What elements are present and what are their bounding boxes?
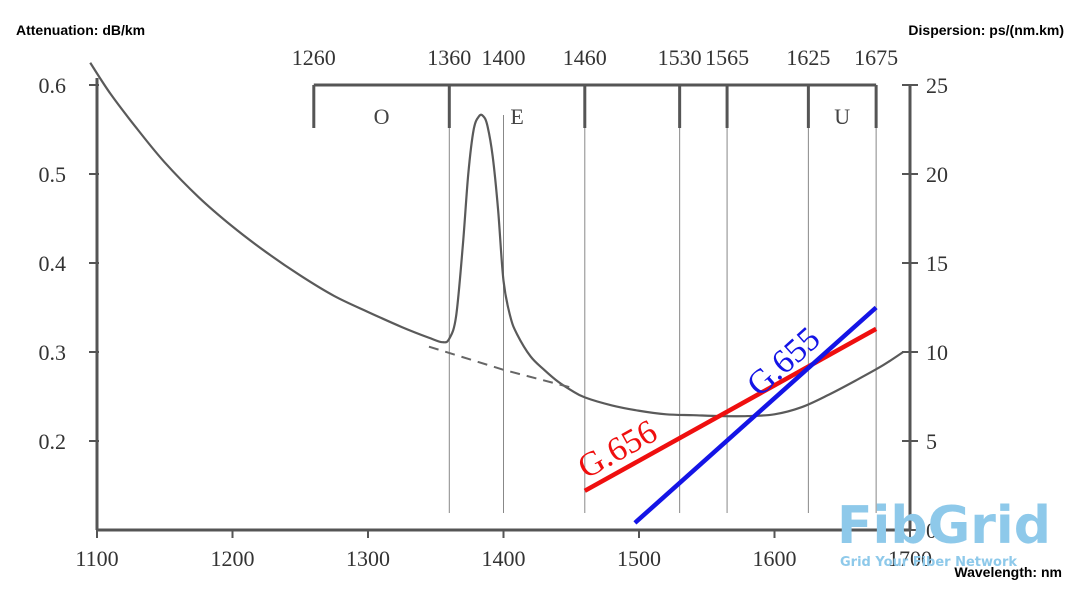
band-label: U: [834, 104, 850, 129]
band-boundary-label: 1460: [563, 45, 607, 70]
wavelength-bands: 1260 1360 1400 1460 1530 1565 1625 1675 O E U: [292, 45, 898, 129]
band-boundary-label: 1400: [482, 45, 526, 70]
y-left-tick-label: 0.6: [39, 73, 67, 98]
band-boundary-label: 1260: [292, 45, 336, 70]
y-left-tick-label: 0.5: [39, 162, 67, 187]
y-right-tick-label: 5: [926, 429, 937, 454]
y-right-tick-label: 15: [926, 251, 948, 276]
band-boundary-label: 1530: [658, 45, 702, 70]
y-left-axis-ticks: 0.2 0.3 0.4 0.5 0.6: [39, 73, 99, 454]
y-left-tick-label: 0.3: [39, 340, 67, 365]
x-tick-label: 1100: [75, 546, 118, 571]
logo-tagline: Grid Your Fiber Network: [840, 555, 1017, 570]
y-right-axis-ticks: 0 5 10 15 20 25: [902, 73, 948, 543]
band-label: O: [374, 104, 390, 129]
y-right-tick-label: 20: [926, 162, 948, 187]
y-right-tick-label: 25: [926, 73, 948, 98]
y-right-tick-label: 0: [926, 518, 937, 543]
x-tick-label: 1200: [211, 546, 255, 571]
x-tick-label: 1400: [482, 546, 526, 571]
y-left-tick-label: 0.2: [39, 429, 67, 454]
y-right-axis-title: Dispersion: ps/(nm.km): [908, 22, 1064, 38]
band-boundary-label: 1675: [854, 45, 898, 70]
band-gridlines: [448, 115, 877, 513]
fibgrid-logo: FibGrid Grid Your Fiber Network: [837, 496, 1051, 570]
x-tick-label: 1300: [346, 546, 390, 571]
x-tick-label: 1700: [888, 546, 932, 571]
band-boundary-label: 1360: [427, 45, 471, 70]
y-left-axis-title: Attenuation: dB/km: [16, 22, 146, 38]
logo-wordmark: FibGrid: [837, 496, 1051, 556]
y-left-tick-label: 0.4: [39, 251, 67, 276]
series-line-G655: [633, 305, 878, 525]
x-tick-label: 1500: [617, 546, 661, 571]
x-axis-ticks: 1100 1200 1300 1400 1500 1600 1700: [75, 530, 932, 571]
band-boundary-label: 1565: [705, 45, 749, 70]
series-line-G656: [583, 326, 878, 493]
series-label-G656: G.656: [572, 413, 663, 486]
y-right-tick-label: 10: [926, 340, 948, 365]
attenuation-dashed-line: [428, 345, 572, 389]
x-axis-title: Wavelength: nm: [954, 564, 1062, 580]
band-label: E: [510, 104, 523, 129]
band-boundary-label: 1625: [786, 45, 830, 70]
x-tick-label: 1600: [753, 546, 797, 571]
